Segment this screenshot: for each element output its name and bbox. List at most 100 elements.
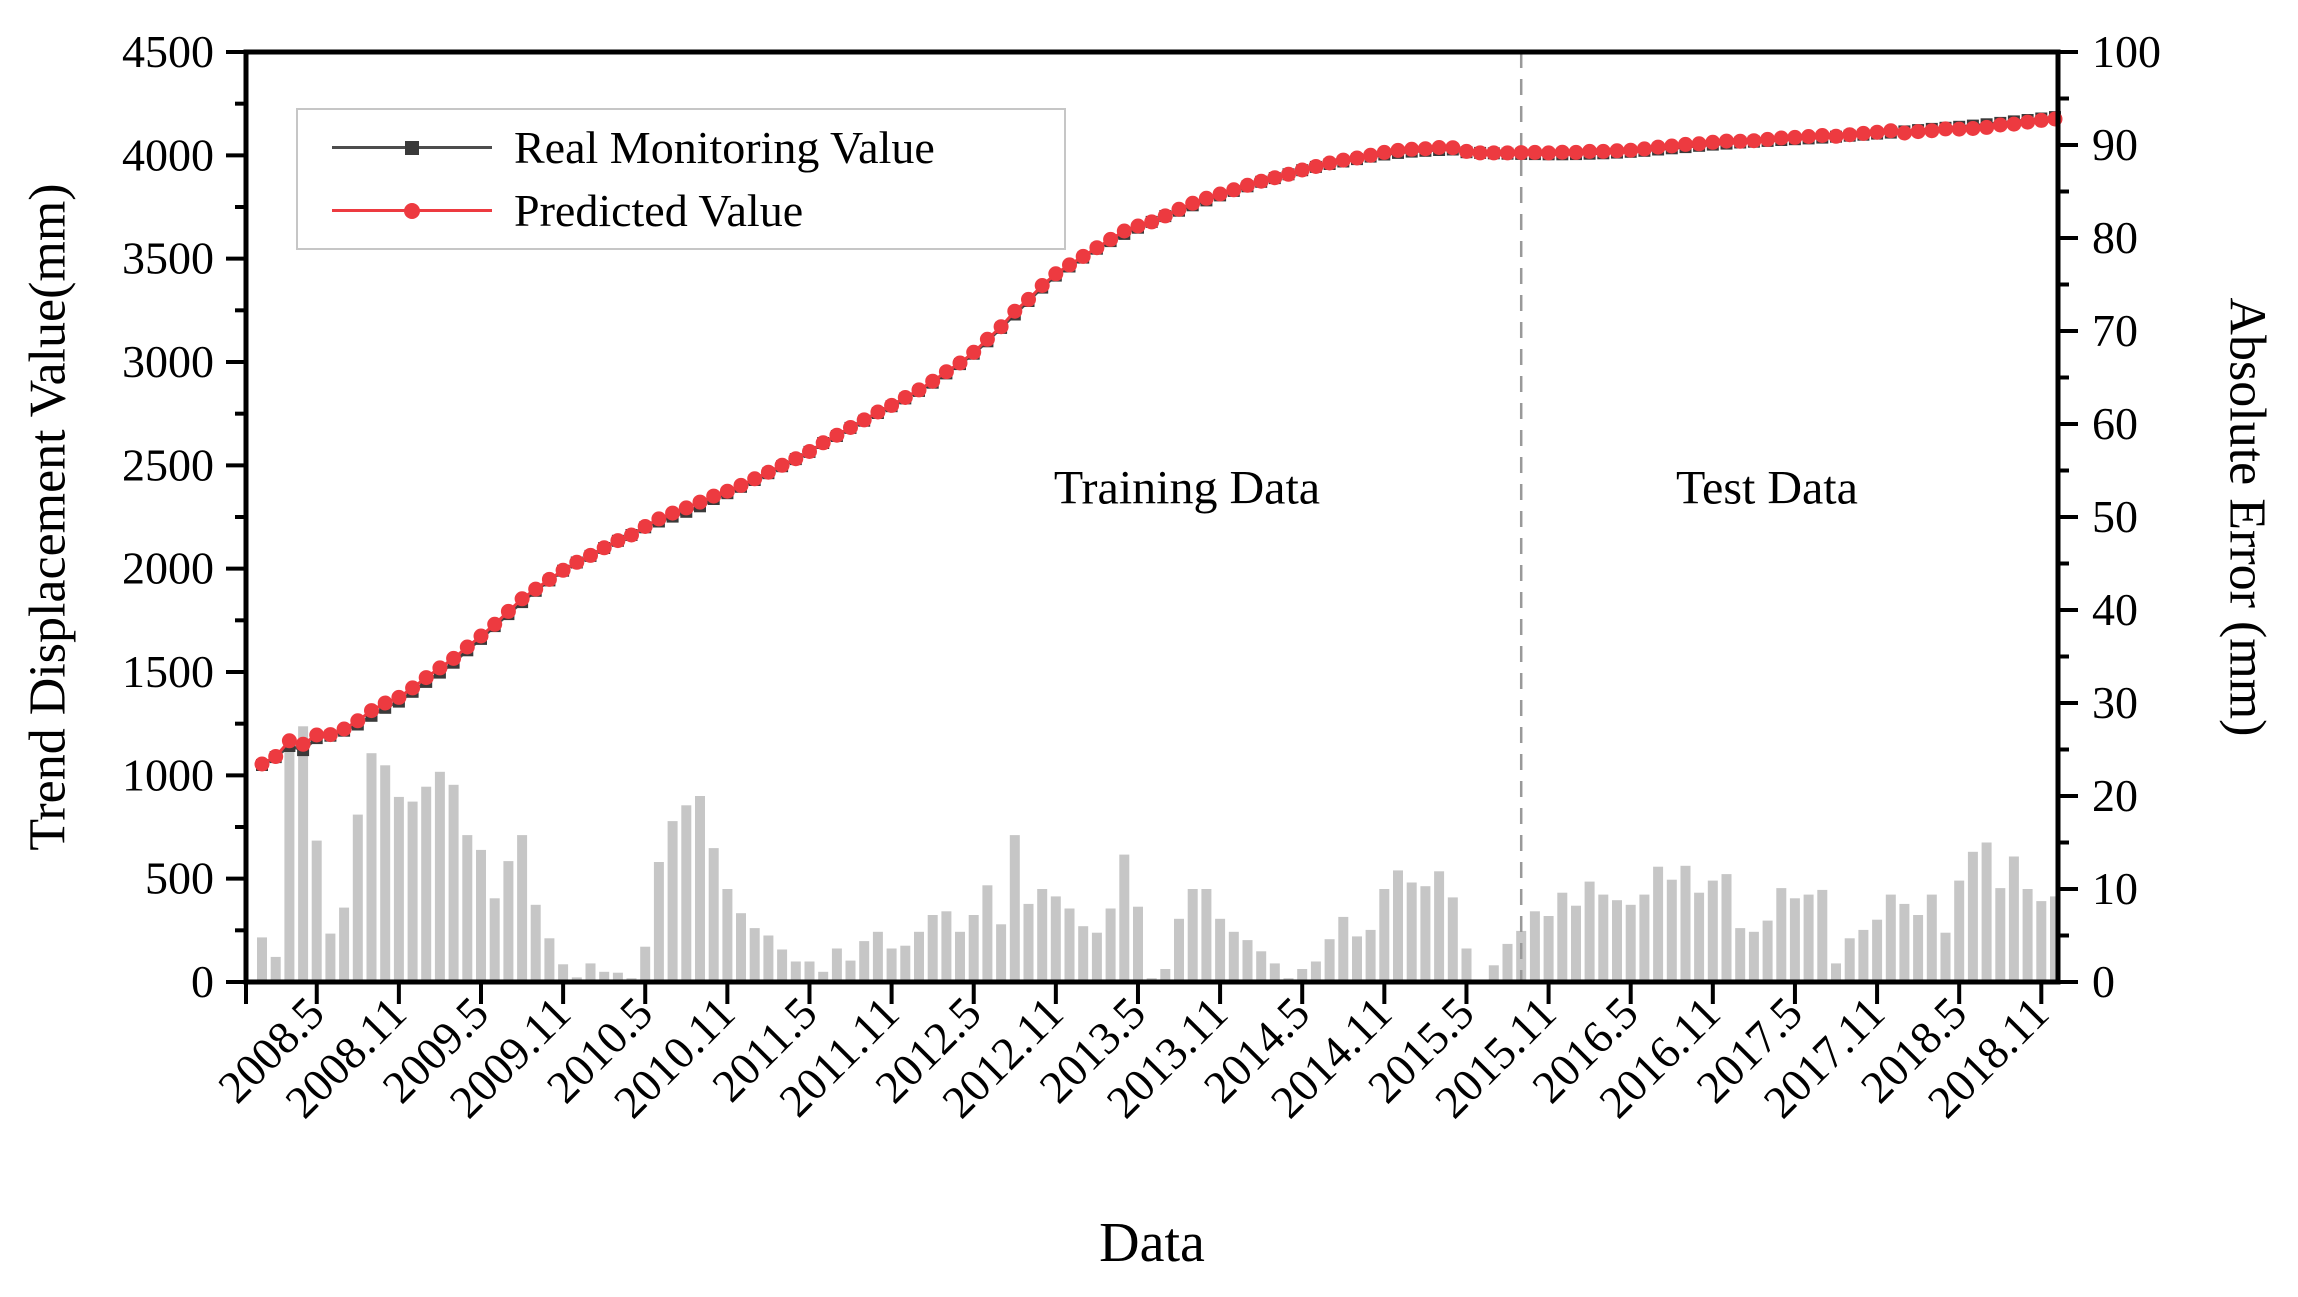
circle-marker-icon [1171,201,1187,217]
error-bar [667,821,678,982]
error-bar [530,904,541,982]
error-bar [1160,969,1171,982]
error-bar [517,835,528,982]
error-bar [1571,905,1581,982]
error-bar [1420,886,1431,982]
circle-marker-icon [1130,218,1146,234]
legend-label-real: Real Monitoring Value [514,122,935,173]
y-left-tick-label: 4000 [122,129,214,180]
y-left-tick-label: 0 [191,956,214,1007]
error-bar [968,915,979,982]
circle-marker-icon [692,494,708,510]
circle-marker-icon [432,660,448,676]
circle-marker-icon [404,202,420,219]
error-bar [1598,894,1609,982]
circle-marker-icon [952,355,968,371]
error-bar [1324,939,1335,982]
circle-marker-icon [1896,125,1912,141]
y-right-tick-label: 20 [2092,770,2138,821]
circle-marker-icon [1459,143,1474,159]
circle-marker-icon [1062,257,1077,273]
error-bar [393,796,404,982]
error-bar [1393,870,1403,982]
circle-marker-icon [1595,143,1611,159]
circle-marker-icon [322,727,338,743]
circle-marker-icon [1801,129,1817,144]
circle-marker-icon [719,483,735,499]
circle-marker-icon [829,427,845,443]
error-bar [1269,963,1280,982]
error-bar [1119,854,1130,982]
circle-marker-icon [1924,123,1940,139]
circle-marker-icon [281,733,297,749]
circle-marker-icon [1335,152,1351,168]
error-bar [1488,965,1499,982]
circle-marker-icon [350,713,366,729]
circle-marker-icon [1308,159,1324,174]
error-bar [886,948,897,982]
error-bar [1653,866,1664,982]
error-bar [927,915,938,982]
error-bar [982,885,993,982]
y-left-tick-label: 4500 [122,26,214,77]
circle-marker-icon [665,505,681,521]
error-bar [1187,889,1198,982]
error-bar [1817,889,1828,982]
error-bar [996,924,1007,982]
y-right-tick-label: 90 [2092,119,2138,170]
circle-marker-icon [1034,278,1050,293]
error-bar [1379,889,1390,982]
circle-marker-icon [377,695,393,711]
error-bar [872,931,883,982]
error-bar [1037,889,1048,982]
y-right-tick-label: 40 [2092,584,2138,635]
error-bar [1639,894,1650,982]
error-bar [1338,916,1349,982]
error-bar [1447,897,1458,982]
y-left-tick-label: 3000 [122,336,214,387]
error-bar [1461,948,1472,982]
circle-marker-icon [706,488,722,504]
circle-marker-icon [1705,134,1721,150]
error-bar [489,898,500,982]
error-bar [1215,918,1226,982]
error-bar [325,933,336,982]
legend: Real Monitoring Value Predicted Value [296,108,1066,250]
error-bar [1913,915,1924,982]
error-bar [1625,904,1636,982]
x-axis-title: Data [1099,1212,1205,1274]
error-bar [311,840,322,982]
error-bar [421,786,432,982]
error-bar [736,913,746,982]
error-bar [366,753,377,982]
circle-marker-icon [1267,170,1283,186]
y-right-tick-label: 100 [2092,26,2161,77]
error-bar [1242,940,1253,982]
circle-marker-icon [541,571,557,587]
error-bar [1926,894,1937,982]
circle-marker-icon [1021,291,1036,307]
circle-marker-icon [473,628,489,644]
error-bar [407,801,418,982]
error-bar [1680,865,1691,983]
circle-marker-icon [1075,248,1091,264]
y-left-tick-label: 500 [145,853,214,904]
error-bar [270,956,281,982]
error-bar [1776,888,1787,982]
error-bar [1023,903,1034,982]
y-right-tick-label: 10 [2092,863,2138,914]
circle-marker-icon [1746,133,1762,149]
error-bar [2008,856,2019,982]
error-bar [503,861,514,982]
error-bars [257,726,2060,983]
circle-marker-icon [1787,129,1803,145]
error-bar [1721,874,1732,982]
error-bar [831,948,842,982]
circle-marker-icon [1842,127,1858,143]
axis-ticks [226,50,2078,1004]
circle-marker-icon [1582,143,1598,159]
error-bar [1789,898,1800,982]
circle-marker-icon [336,721,352,737]
circle-marker-icon [624,527,639,543]
circle-marker-icon [2020,114,2036,130]
